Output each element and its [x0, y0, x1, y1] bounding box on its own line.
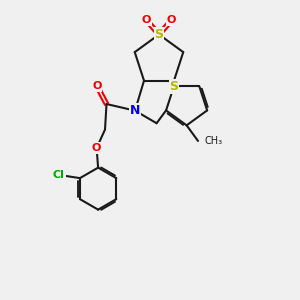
Text: Cl: Cl [53, 170, 65, 180]
Text: O: O [167, 15, 176, 25]
Text: N: N [130, 104, 140, 117]
Text: O: O [92, 81, 102, 91]
Text: S: S [154, 28, 164, 41]
Text: CH₃: CH₃ [205, 136, 223, 146]
Text: S: S [169, 80, 178, 93]
Text: O: O [142, 15, 151, 25]
Text: O: O [92, 143, 101, 153]
